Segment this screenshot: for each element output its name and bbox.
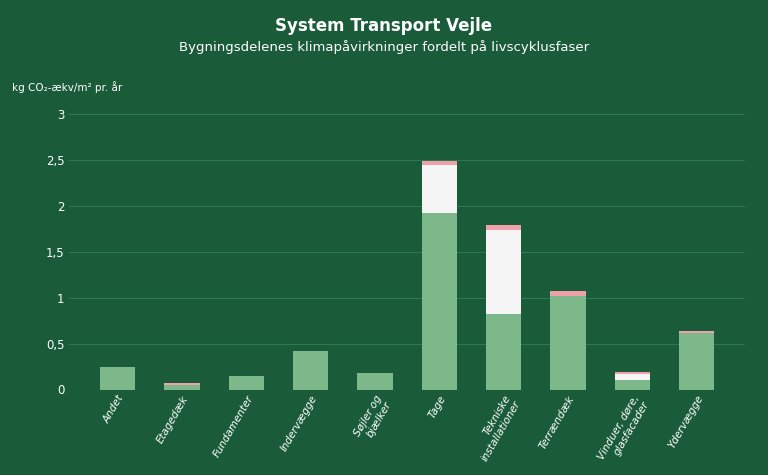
Bar bbox=[486, 314, 521, 390]
Bar bbox=[229, 376, 264, 390]
Bar bbox=[422, 165, 457, 213]
Text: kg CO₂-ækv/m² pr. år: kg CO₂-ækv/m² pr. år bbox=[12, 81, 122, 93]
Bar bbox=[100, 367, 135, 389]
Bar bbox=[164, 383, 200, 385]
Bar bbox=[550, 291, 585, 296]
Bar bbox=[164, 385, 200, 389]
Bar bbox=[422, 213, 457, 390]
Bar bbox=[357, 373, 392, 389]
Text: System Transport Vejle: System Transport Vejle bbox=[276, 17, 492, 35]
Bar bbox=[293, 351, 328, 389]
Bar bbox=[550, 296, 585, 390]
Bar bbox=[679, 332, 714, 390]
Text: Bygningsdelenes klimapåvirkninger fordelt på livscyklusfaser: Bygningsdelenes klimapåvirkninger fordel… bbox=[179, 40, 589, 54]
Bar bbox=[422, 161, 457, 165]
Bar bbox=[614, 380, 650, 390]
Bar bbox=[486, 230, 521, 314]
Bar bbox=[486, 225, 521, 230]
Bar bbox=[679, 331, 714, 332]
Bar bbox=[614, 374, 650, 380]
Bar bbox=[614, 372, 650, 374]
